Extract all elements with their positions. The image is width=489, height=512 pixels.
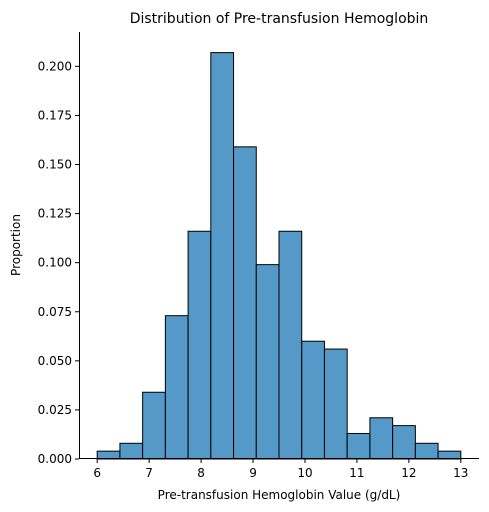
y-tick-label: 0.175 [38,108,72,122]
x-ticks-group: 6 7 8 9 10 11 12 13 [93,459,468,480]
histogram-bar [210,52,235,460]
x-tick-label: 13 [453,466,468,480]
histogram-bar [437,450,462,460]
histogram-bar [369,417,394,460]
y-axis-label: Proportion [9,214,23,276]
y-tick-label: 0.025 [38,403,72,417]
x-tick-label: 8 [197,466,205,480]
histogram-bar [301,340,325,460]
histogram-bar [414,442,439,460]
x-axis-label: Pre-transfusion Hemoglobin Value (g/dL) [158,488,401,502]
y-tick-label: 0.125 [38,207,72,221]
y-ticks-group: 0.000 0.025 0.050 0.075 0.100 0.125 0.150 0.175… [38,59,79,466]
y-tick-label: 0.075 [38,305,72,319]
histogram-bar [142,391,166,460]
histogram-bar [255,264,280,460]
histogram-bar [346,432,371,460]
histogram-bar [323,348,348,460]
x-tick-label: 12 [401,466,416,480]
y-tick-label: 0.150 [38,158,72,172]
histogram-bar [164,315,189,460]
histogram-bar [278,230,303,460]
x-tick-label: 6 [93,466,101,480]
bars-group [96,52,462,460]
histogram-bar [119,442,144,460]
x-tick-label: 10 [297,466,312,480]
y-tick-label: 0.050 [38,354,72,368]
histogram-bar [187,230,212,460]
chart-title: Distribution of Pre-transfusion Hemoglob… [130,11,429,27]
y-tick-label: 0.100 [38,256,72,270]
y-tick-label: 0.200 [38,59,72,73]
histogram-bar [233,146,257,460]
y-tick-label: 0.000 [38,452,72,466]
x-tick-label: 7 [145,466,153,480]
histogram-bar [392,425,416,460]
x-tick-label: 9 [249,466,257,480]
histogram-bar [96,450,121,460]
x-tick-label: 11 [349,466,364,480]
